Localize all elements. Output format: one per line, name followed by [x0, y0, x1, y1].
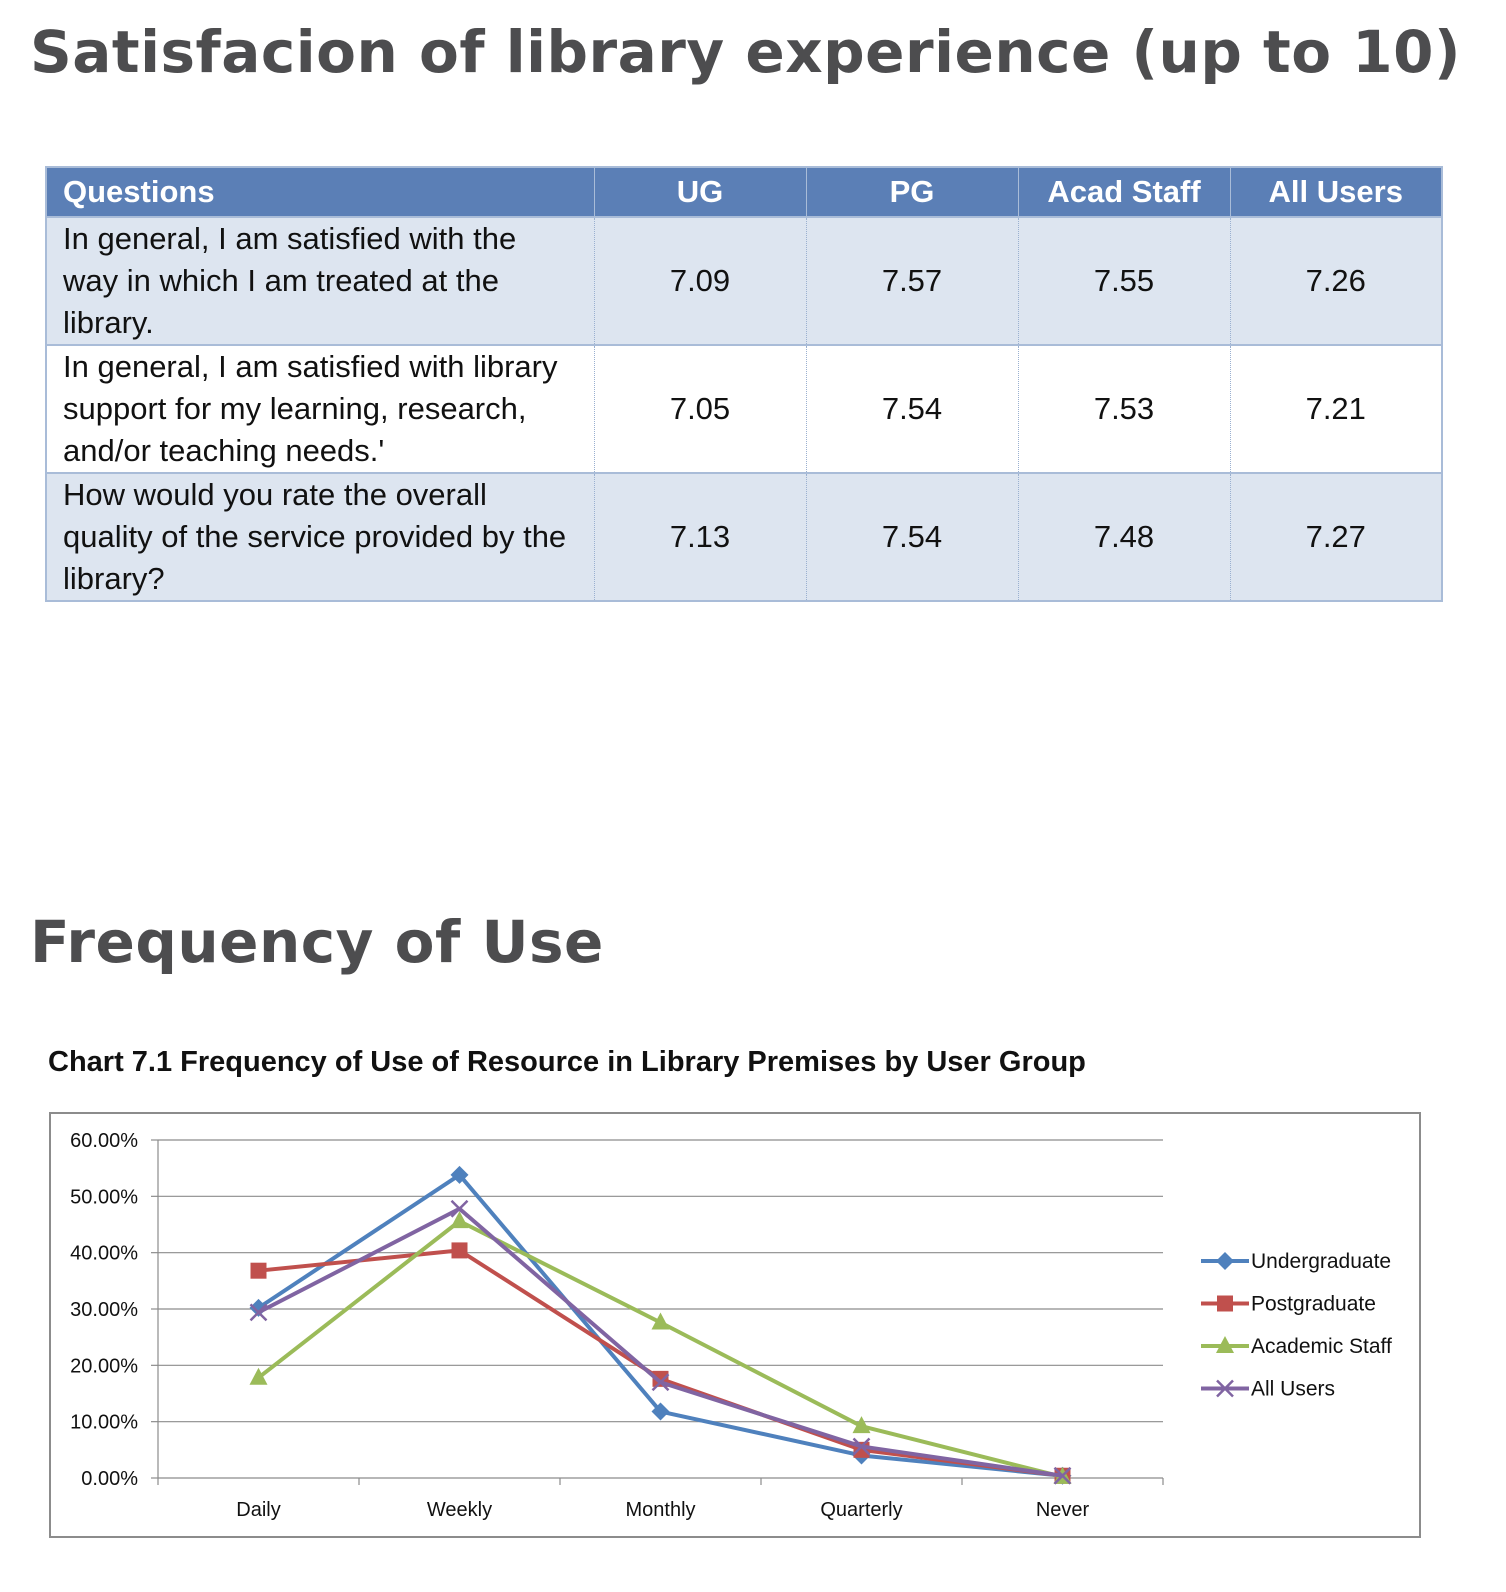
acad-staff-cell: 7.55	[1017, 216, 1231, 346]
pg-cell: 7.57	[805, 216, 1019, 346]
data-point-undergraduate	[249, 1298, 268, 1317]
satisfaction-table: Questions UG PG Acad Staff All Users In …	[45, 166, 1443, 602]
question-cell: In general, I am satisfied with library …	[45, 344, 595, 474]
legend-label-all-users: All Users	[1251, 1378, 1335, 1401]
y-tick-label: 0.00%	[81, 1468, 138, 1490]
data-point-all-users	[852, 1437, 871, 1456]
data-point-academic-staff	[852, 1416, 871, 1434]
chart-caption: Chart 7.1 Frequency of Use of Resource i…	[48, 1046, 1086, 1078]
header-all-users: All Users	[1229, 166, 1443, 218]
legend-label-undergraduate: Undergraduate	[1251, 1250, 1391, 1273]
chart-frame: 0.00% 10.00% 20.00% 30.00% 40.00% 50.00% 60.00…	[49, 1112, 1421, 1538]
data-point-all-users	[450, 1199, 469, 1218]
data-point-all-users	[1053, 1466, 1072, 1485]
legend-label-academic-staff: Academic Staff	[1251, 1335, 1392, 1358]
question-cell: In general, I am satisfied with the way …	[45, 216, 595, 346]
section-title-satisfaction: Satisfacion of library experience (up to…	[30, 18, 1462, 86]
table-header-row: Questions UG PG Acad Staff All Users	[45, 166, 1443, 218]
x-tick-label: Weekly	[427, 1499, 492, 1521]
legend-marker-postgraduate	[1217, 1295, 1233, 1312]
data-point-undergraduate	[450, 1165, 469, 1184]
question-cell: How would you rate the overall quality o…	[45, 472, 595, 602]
all-users-cell: 7.27	[1229, 472, 1443, 602]
data-point-undergraduate	[651, 1402, 670, 1421]
table-row: In general, I am satisfied with the way …	[45, 216, 1443, 346]
acad-staff-cell: 7.48	[1017, 472, 1231, 602]
ug-cell: 7.05	[593, 344, 807, 474]
legend-marker-all-users	[1216, 1379, 1234, 1398]
section-title-frequency: Frequency of Use	[30, 908, 604, 976]
x-tick-label: Daily	[236, 1499, 280, 1521]
data-point-academic-staff	[651, 1312, 670, 1330]
y-tick-label: 40.00%	[70, 1243, 138, 1265]
data-point-all-users	[651, 1373, 670, 1392]
y-tick-label: 10.00%	[70, 1412, 138, 1434]
data-point-all-users	[249, 1303, 268, 1322]
y-tick-label: 30.00%	[70, 1299, 138, 1321]
all-users-cell: 7.21	[1229, 344, 1443, 474]
table-row: How would you rate the overall quality o…	[45, 472, 1443, 602]
all-users-cell: 7.26	[1229, 216, 1443, 346]
y-tick-label: 20.00%	[70, 1355, 138, 1377]
series-line-all-users	[257, 1206, 1063, 1478]
y-tick-label: 60.00%	[70, 1130, 138, 1152]
x-tick-label: Quarterly	[820, 1499, 902, 1521]
ug-cell: 7.09	[593, 216, 807, 346]
acad-staff-cell: 7.53	[1017, 344, 1231, 474]
header-questions: Questions	[45, 166, 595, 218]
x-tick-label: Never	[1036, 1499, 1090, 1521]
pg-cell: 7.54	[805, 472, 1019, 602]
header-acad-staff: Acad Staff	[1017, 166, 1231, 218]
pg-cell: 7.54	[805, 344, 1019, 474]
x-tick-label: Monthly	[625, 1499, 695, 1521]
line-chart: 0.00% 10.00% 20.00% 30.00% 40.00% 50.00% 60.00…	[70, 1130, 1392, 1521]
ug-cell: 7.13	[593, 472, 807, 602]
table-row: In general, I am satisfied with library …	[45, 344, 1443, 474]
header-pg: PG	[805, 166, 1019, 218]
data-point-postgraduate	[250, 1262, 267, 1279]
legend-marker-undergraduate	[1216, 1252, 1234, 1270]
data-point-academic-staff	[249, 1367, 268, 1385]
data-point-academic-staff	[450, 1211, 469, 1229]
data-point-postgraduate	[451, 1242, 468, 1259]
legend-marker-academic-staff	[1216, 1336, 1234, 1353]
legend-label-postgraduate: Postgraduate	[1251, 1293, 1376, 1316]
y-tick-label: 50.00%	[70, 1186, 138, 1208]
header-ug: UG	[593, 166, 807, 218]
